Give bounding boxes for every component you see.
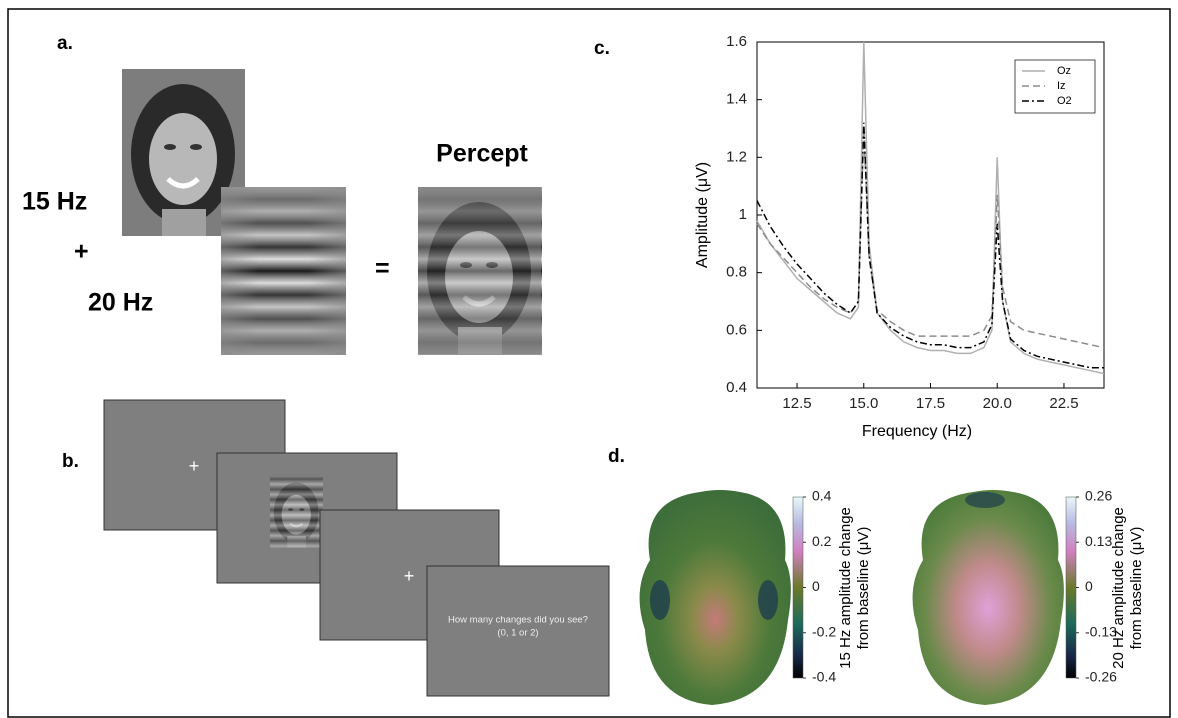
colorbar-tick-label: -0.13 <box>1085 623 1117 639</box>
plus-sign: + <box>74 238 89 266</box>
y-tick-label: 0.4 <box>726 379 747 396</box>
panel-label: c. <box>594 38 610 59</box>
colorbar-label: 15 Hz amplitude change <box>837 507 854 669</box>
question-text: How many changes did you see? <box>448 615 588 626</box>
colorbar-label: 20 Hz amplitude change <box>1110 507 1127 669</box>
legend-label: O2 <box>1057 95 1072 107</box>
head-map <box>912 490 1064 705</box>
colorbar-label: from baseline (μV) <box>855 527 872 650</box>
x-tick-label: 22.5 <box>1049 395 1078 412</box>
legend-label: Iz <box>1057 80 1066 92</box>
question-text: (0, 1 or 2) <box>497 628 538 639</box>
panel-label: a. <box>57 33 73 54</box>
x-tick-label: 15.0 <box>849 395 878 412</box>
colorbar-tick-label: 0.26 <box>1085 488 1112 504</box>
colorbar-tick-label: 0.2 <box>812 533 832 549</box>
trial-screens: + + How many changes did you see? (0, 1 … <box>103 399 610 697</box>
line-chart: Frequency (Hz) Amplitude (μV) 12.5 15.0 17… <box>694 33 1105 440</box>
y-tick-label: 1.6 <box>726 33 747 50</box>
y-tick-label: 0.8 <box>726 264 747 281</box>
colorbar-tick-label: -0.4 <box>812 669 836 685</box>
fixation-cross: + <box>404 566 415 586</box>
topographies <box>639 490 1064 705</box>
panel-label: d. <box>608 446 625 467</box>
x-axis-title: Frequency (Hz) <box>862 423 972 440</box>
equals-sign: = <box>375 255 390 283</box>
panel-label: b. <box>62 451 79 472</box>
series-line <box>756 122 1104 369</box>
colorbar-tick-label: 0.13 <box>1085 533 1112 549</box>
x-tick-label: 17.5 <box>916 395 945 412</box>
percept-title: Percept <box>436 140 528 168</box>
series-line <box>756 41 1105 375</box>
frame <box>7 8 1171 718</box>
legend-label: Oz <box>1057 65 1071 77</box>
percept-image <box>418 187 542 355</box>
colorbar-label: from baseline (μV) <box>1128 527 1145 650</box>
y-tick-label: 1.4 <box>726 91 747 108</box>
head-map <box>639 490 791 705</box>
x-tick-label: 12.5 <box>782 395 811 412</box>
colorbar-tick-label: 0.4 <box>812 488 832 504</box>
colorbar <box>792 496 804 679</box>
y-tick-label: 0.6 <box>726 321 747 338</box>
colorbar-tick-label: -0.26 <box>1085 669 1117 685</box>
frequency-label: 20 Hz <box>88 289 153 317</box>
grating-image <box>221 187 346 355</box>
frequency-label: 15 Hz <box>22 188 87 216</box>
y-tick-label: 1 <box>739 206 747 223</box>
colorbar-tick-label: 0 <box>812 578 820 594</box>
fixation-cross: + <box>189 456 200 476</box>
y-tick-label: 1.2 <box>726 148 747 165</box>
series-line <box>756 128 1105 349</box>
colorbar <box>1065 496 1077 679</box>
y-axis-title: Amplitude (μV) <box>694 162 711 268</box>
colorbar-tick-label: -0.2 <box>812 623 836 639</box>
colorbar-tick-label: 0 <box>1085 578 1093 594</box>
x-tick-label: 20.0 <box>983 395 1012 412</box>
